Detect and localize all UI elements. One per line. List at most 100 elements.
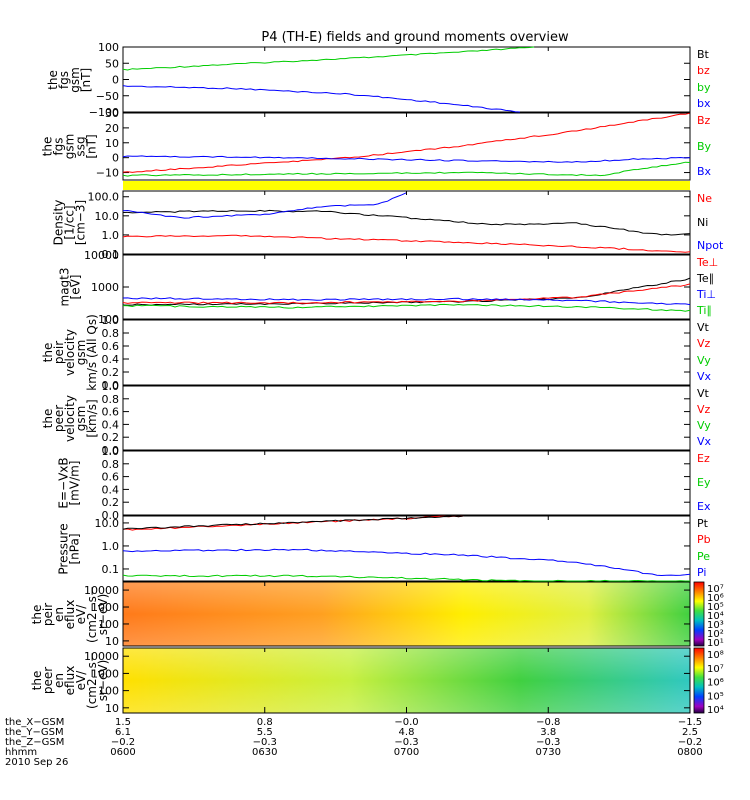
y-tick-label: 0.0 [102,379,120,392]
legend-entry: Ne [697,192,712,205]
panel-frame-fgs-gsm [122,46,691,113]
panel-frame-efield [122,450,691,516]
y-tick-label: 20 [105,122,119,135]
x-axis-value: 5.5 [256,727,273,738]
y-tick-label: 0.6 [102,340,120,353]
y-tick-label: 0.0 [102,444,120,457]
panel-frame-pressure [122,515,691,582]
y-tick-label: 0.6 [102,406,120,419]
panel-ylabel-text: Density [1/cc] [cm−3] [51,199,88,246]
x-axis-value: −0.2 [110,737,136,748]
legend-entry: Vt [697,321,709,334]
y-tick-label: 0.4 [102,483,120,496]
colorbar-tick-label: 10² [707,629,724,640]
colorbar-tick-label: 10⁵ [707,602,724,613]
y-tick-label: 30 [105,107,119,120]
x-axis-value: −0.3 [536,737,561,748]
series-temperature-Te⊥ [122,283,691,305]
x-axis-value: 0600 [110,747,136,758]
x-axis-row-label: the_X−GSM [5,717,65,728]
y-tick-label: 1000 [91,601,119,614]
panel-ylabel-text: the fgs gsm [nT] [46,66,93,93]
y-tick-label: 10000 [84,650,119,663]
panel-ylabel: Pressure [nPa] [40,516,100,581]
y-tick-label: −100 [89,106,119,119]
x-axis-value: 3.8 [540,727,557,738]
legend-entry: Bz [697,114,711,127]
colorbar-tick-label: 10¹ [707,638,724,649]
legend-entry: Vt [697,387,709,400]
y-tick-label: 10000 [84,584,119,597]
x-axis-value: −0.3 [394,737,419,748]
legend-entry: Vy [697,353,711,367]
panel-ylabel: the fgs gsm [nT] [40,47,100,112]
x-axis-value: 0730 [535,747,561,758]
panel-frame-temperature [122,254,691,320]
x-axis-value: 0800 [677,747,703,758]
y-tick-label: 10 [105,137,119,150]
x-axis-value: 0700 [393,747,420,758]
panel-frame-peer-velocity [122,385,691,451]
x-axis-row-label: 2010 Sep 26 [5,757,69,768]
y-tick-label: 100 [98,313,119,326]
legend-entry: Ey [697,476,711,489]
colorbar-tick-label: 10⁴ [707,611,724,622]
x-axis-value: 0.8 [256,717,273,728]
legend-entry: Bt [697,48,709,61]
x-axis-row-label: hhmm [5,747,38,758]
series-fgs-gsm-ssg-Bx [122,155,691,163]
colorbar-tick-label: 10⁶ [707,678,724,689]
panel-ylabel-text: the peer en eflux eV/ (cm2−s− sr−eV) [29,652,110,709]
series-fgs-gsm-ssg-By [122,161,691,177]
colorbar-tick-label: 10⁸ [707,650,724,661]
series-density-Ne [122,234,691,253]
legend-entry: Te∥ [697,272,715,285]
colorbar-tick-label: 10⁷ [707,584,724,595]
panel-ylabel: the fgs gsm ssg [nT] [40,113,100,180]
panel-ylabel-text: the fgs gsm ssg [nT] [40,133,99,160]
x-axis-value: −0.0 [394,717,419,728]
panel-frame-fgs-gsm-ssg [122,112,691,181]
legend-entry: Ti⊥ [697,288,717,301]
y-tick-label: 100 [98,618,119,631]
legend-entry: Vz [697,403,711,416]
colorbar-tick-label: 10⁶ [707,593,724,604]
x-axis-value: 4.8 [398,727,415,738]
series-density-Npot [122,192,407,219]
y-tick-label: 1000 [91,281,119,294]
series-fgs-gsm-bx [122,85,520,113]
y-tick-label: 10.0 [95,210,120,223]
legend-entry: Vz [697,337,711,351]
colorbar-tick-label: 10³ [707,620,724,631]
y-tick-label: 1.0 [102,229,120,242]
series-temperature-Ti⊥ [122,297,691,306]
y-tick-label: 1.0 [102,380,120,393]
heatmap-shade-peir-eflux [123,582,690,646]
legend-entry: Pi [697,566,707,579]
legend-entry: bx [697,97,711,110]
colorbar-tick-label: 10⁴ [707,705,724,716]
y-tick-label: 10.0 [95,517,120,530]
y-tick-label: 10000 [84,249,119,262]
legend-entry: Bx [697,165,712,178]
colorbar-tick-label: 10⁷ [707,664,724,675]
series-temperature-Ti∥ [122,303,691,312]
legend-entry: Te⊥ [697,256,719,269]
panel-ylabel: magt3 [eV] [40,255,100,319]
chart-title: P4 (TH-E) fields and ground moments over… [261,30,569,45]
colorbar-peir-eflux [693,581,705,647]
x-axis-value: 6.1 [115,727,131,738]
legend-entry: Ni [697,215,709,229]
panel-frame-peir-velocity [122,319,691,386]
x-axis-row-label: the_Z−GSM [5,737,65,748]
legend-entry: Pt [697,517,708,530]
y-tick-label: 1.0 [102,540,120,553]
panel-ylabel: E=−VxB [mV/m] [40,451,100,515]
y-tick-label: 50 [105,57,119,70]
y-tick-label: 0.8 [102,327,120,340]
legend-entry: Vy [697,419,711,432]
y-tick-label: −10 [96,167,119,180]
y-tick-label: 0.8 [102,393,120,406]
x-axis-value: 1.5 [115,717,131,728]
